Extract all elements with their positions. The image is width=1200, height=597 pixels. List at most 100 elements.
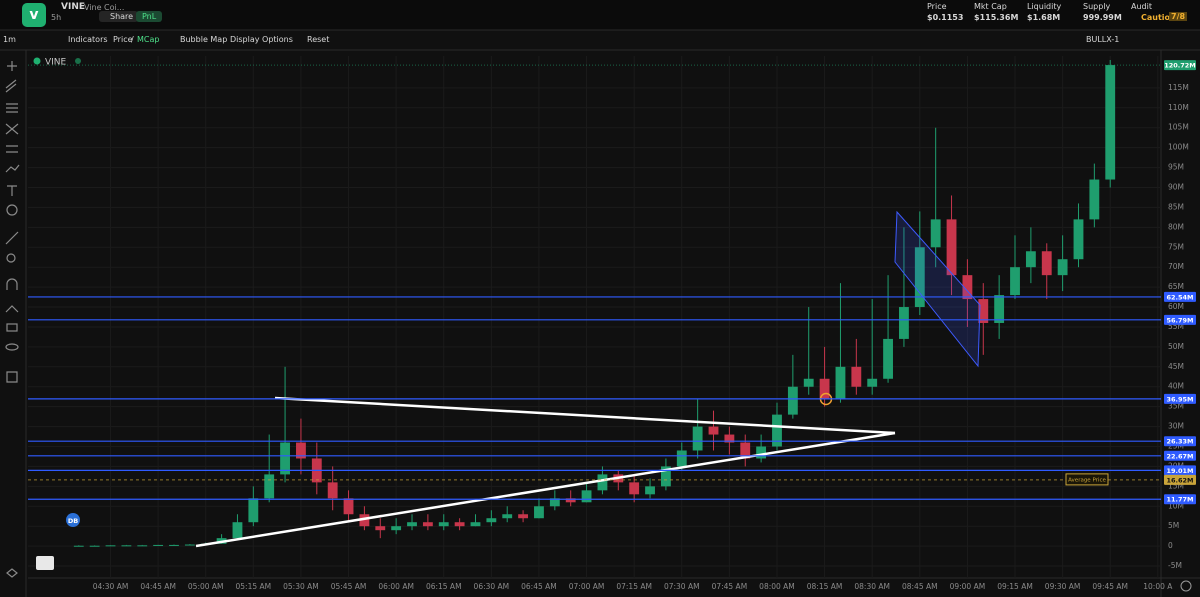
x-tick-label: 07:00 AM bbox=[569, 582, 605, 591]
audit-value[interactable]: Caution bbox=[1141, 13, 1176, 22]
candle-body bbox=[534, 506, 544, 519]
y-tick-label: 110M bbox=[1168, 103, 1189, 112]
candle-body bbox=[407, 522, 417, 527]
x-tick-label: 06:45 AM bbox=[521, 582, 557, 591]
candle-body bbox=[296, 442, 306, 459]
level-label: 22.67M bbox=[1166, 452, 1193, 460]
candle-body bbox=[645, 486, 655, 495]
stat-label: Supply bbox=[1083, 2, 1111, 11]
legend-label: VINE bbox=[45, 58, 67, 68]
candle-body bbox=[280, 442, 290, 475]
share-button[interactable]: Share bbox=[99, 11, 139, 22]
candle-body bbox=[629, 482, 640, 495]
y-tick-label: 35M bbox=[1168, 402, 1184, 411]
level-label: 56.79M bbox=[1166, 316, 1193, 324]
pnl-button[interactable]: PnL bbox=[136, 11, 163, 22]
candle-body bbox=[930, 219, 941, 248]
x-tick-label: 05:00 AM bbox=[188, 582, 224, 591]
average-price-name: Average Price bbox=[1068, 477, 1106, 483]
reset-button[interactable]: Reset bbox=[307, 35, 330, 44]
level-badge bbox=[1164, 393, 1196, 404]
candle-body bbox=[1041, 251, 1052, 276]
share-label: Share bbox=[110, 12, 134, 21]
y-tick-label: -5M bbox=[1168, 561, 1182, 570]
y-tick-label: 10M bbox=[1168, 501, 1184, 510]
x-tick-label: 05:30 AM bbox=[283, 582, 319, 591]
y-tick-label: 85M bbox=[1168, 202, 1184, 211]
stat-value: $0.1153 bbox=[927, 13, 964, 22]
y-tick-label: 70M bbox=[1168, 262, 1184, 271]
header-bg bbox=[0, 0, 1200, 30]
candle-body bbox=[343, 498, 354, 515]
candle-body bbox=[581, 490, 592, 503]
x-tick-label: 08:45 AM bbox=[902, 582, 938, 591]
candle-body bbox=[803, 378, 814, 387]
candle-body bbox=[105, 545, 116, 547]
pnl-label: PnL bbox=[142, 12, 157, 21]
tv-logo bbox=[36, 556, 54, 570]
candle-body bbox=[676, 450, 687, 467]
candle-body bbox=[772, 414, 782, 447]
candle-body bbox=[1057, 259, 1068, 276]
level-badge bbox=[1164, 291, 1196, 302]
display-options-button[interactable]: Display Options bbox=[230, 35, 293, 44]
candle-body bbox=[914, 247, 925, 308]
y-tick-label: 0 bbox=[1168, 541, 1173, 550]
candle-body bbox=[819, 378, 830, 399]
candle-body bbox=[137, 545, 148, 547]
candle-body bbox=[899, 307, 909, 339]
candle-body bbox=[184, 544, 195, 546]
x-tick-label: 09:15 AM bbox=[997, 582, 1033, 591]
stat-label: Liquidity bbox=[1027, 2, 1062, 11]
candle-body bbox=[835, 366, 846, 399]
x-tick-label: 06:00 AM bbox=[378, 582, 414, 591]
price-toggle[interactable]: Price bbox=[113, 35, 133, 44]
candle-body bbox=[327, 482, 338, 499]
y-tick-label: 90M bbox=[1168, 182, 1184, 191]
legend-dot bbox=[75, 58, 81, 64]
current-price-badge bbox=[1164, 60, 1196, 71]
badge-text: DB bbox=[68, 517, 78, 525]
candle-body bbox=[692, 426, 703, 451]
candle-body bbox=[422, 522, 433, 527]
settings-icon[interactable] bbox=[1180, 580, 1192, 592]
candle-body bbox=[597, 474, 608, 491]
x-tick-label: 04:45 AM bbox=[140, 582, 176, 591]
y-tick-label: 95M bbox=[1168, 163, 1184, 172]
x-tick-label: 09:00 AM bbox=[950, 582, 986, 591]
y-tick-label: 30M bbox=[1168, 422, 1184, 431]
left-toolbar[interactable] bbox=[5, 61, 20, 578]
legend-dot bbox=[33, 57, 41, 65]
interval[interactable]: 1m bbox=[3, 35, 16, 44]
candle-body bbox=[883, 338, 893, 379]
stat-value: $115.36M bbox=[974, 13, 1019, 22]
indicators-button[interactable]: Indicators bbox=[68, 35, 108, 44]
candle-body bbox=[359, 514, 370, 527]
level-label: 11.77M bbox=[1166, 496, 1193, 504]
candle-body bbox=[708, 426, 719, 435]
trend-line bbox=[274, 396, 896, 435]
mcap-toggle[interactable]: MCap bbox=[137, 35, 160, 44]
x-tick-label: 05:15 AM bbox=[236, 582, 272, 591]
y-tick-label: 45M bbox=[1168, 362, 1184, 371]
candle-body bbox=[1089, 179, 1100, 220]
level-badge bbox=[1164, 494, 1196, 505]
channel bbox=[894, 210, 981, 368]
wallet-select[interactable]: BULLX-1 bbox=[1086, 35, 1120, 44]
bubble-map-button[interactable]: Bubble Map bbox=[180, 35, 228, 44]
candle-body bbox=[740, 442, 751, 459]
candle-body bbox=[978, 299, 989, 323]
candle-body bbox=[994, 295, 1005, 323]
candle-body bbox=[660, 466, 671, 487]
candle-body bbox=[962, 275, 973, 300]
candle-body bbox=[391, 526, 402, 531]
candle-body bbox=[502, 514, 513, 519]
y-tick-label: 80M bbox=[1168, 222, 1184, 231]
y-tick-label: 65M bbox=[1168, 282, 1184, 291]
badge bbox=[66, 513, 80, 527]
level-badge bbox=[1164, 450, 1196, 461]
level-badge bbox=[1164, 436, 1196, 447]
candle-body bbox=[486, 518, 497, 523]
